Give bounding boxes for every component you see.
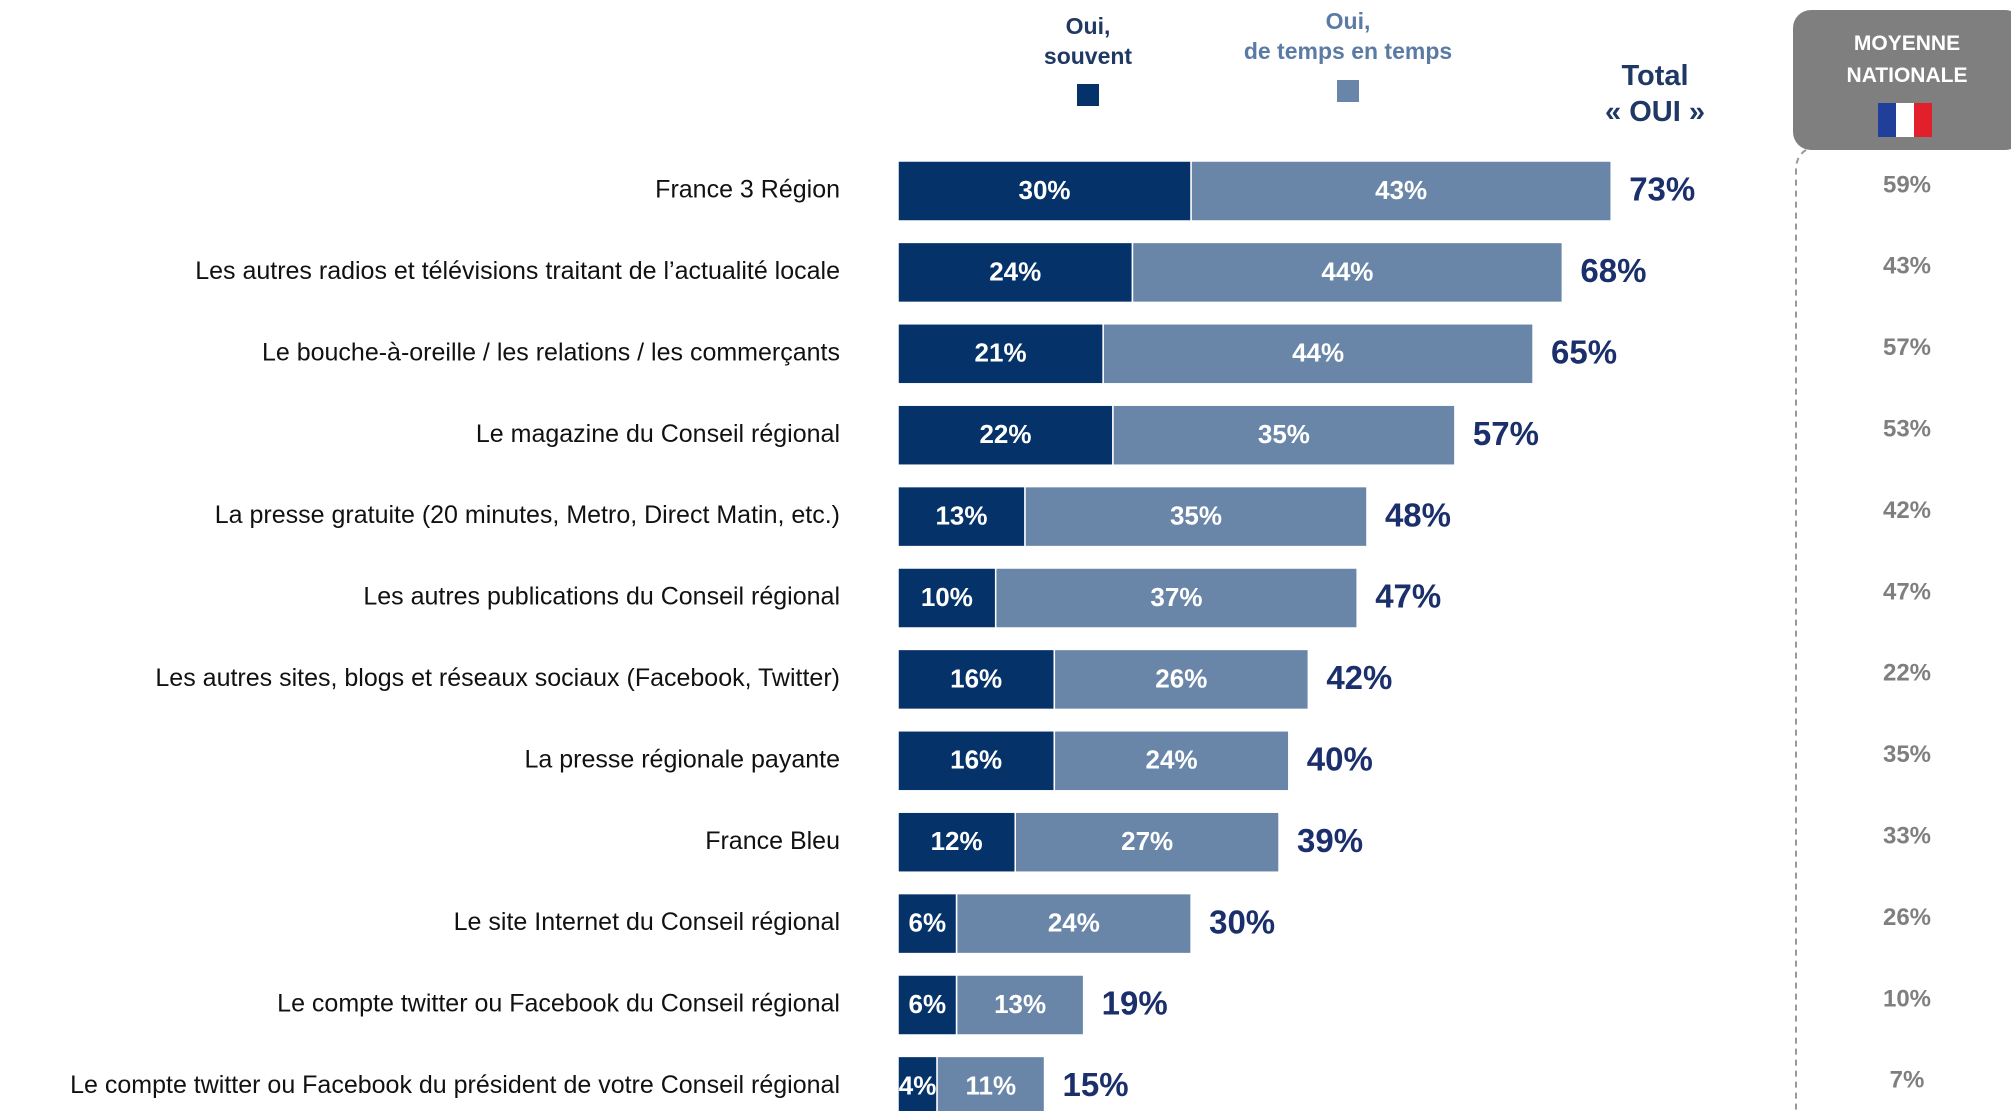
category-label: France 3 Région	[655, 176, 840, 204]
legend-label: Oui, souvent	[1043, 13, 1133, 69]
category-label: France Bleu	[705, 827, 840, 855]
bar-value-label: 11%	[966, 1070, 1017, 1100]
legend-swatch	[1077, 84, 1099, 106]
bar-value-label: 21%	[975, 338, 1027, 368]
legend-label: Oui, de temps en temps	[1243, 8, 1453, 64]
total-label: 42%	[1326, 659, 1392, 696]
total-label: 57%	[1473, 415, 1539, 452]
bar-value-label: 30%	[1019, 175, 1071, 205]
category-label: Les autres publications du Conseil régio…	[363, 583, 840, 611]
bar-value-label: 24%	[1048, 907, 1100, 937]
total-label: 39%	[1297, 822, 1363, 859]
total-label: 73%	[1629, 171, 1695, 208]
category-label: La presse gratuite (20 minutes, Metro, D…	[215, 501, 840, 529]
bar-segment	[1190, 160, 1612, 222]
bar-segment	[897, 648, 1056, 711]
national-box	[1793, 10, 2011, 150]
bar-segment	[994, 567, 1358, 629]
national-value: 59%	[1883, 171, 1931, 198]
bar-value-label: 37%	[1150, 582, 1202, 612]
bar-value-label: 6%	[909, 989, 947, 1019]
flag	[1878, 103, 1932, 137]
bar-segment	[1024, 485, 1368, 548]
bar-value-label: 13%	[994, 989, 1046, 1019]
category-label: Le magazine du Conseil régional	[476, 420, 840, 448]
category-label: Les autres radios et télévisions traitan…	[195, 257, 840, 285]
national-value: 47%	[1883, 578, 1931, 605]
bar-value-label: 22%	[979, 419, 1031, 449]
bar-segment	[1014, 811, 1280, 873]
bar-segment	[1131, 241, 1564, 304]
bar-value-label: 27%	[1121, 826, 1173, 856]
total-label: 47%	[1375, 578, 1441, 615]
bar-segment	[897, 323, 1104, 385]
bar-value-label: 16%	[950, 745, 1002, 775]
national-value: 26%	[1883, 904, 1931, 931]
category-label: Le compte twitter ou Facebook du Conseil…	[277, 990, 840, 1018]
bar-value-label: 24%	[989, 256, 1041, 286]
national-value: 42%	[1883, 497, 1931, 524]
national-value: 53%	[1883, 416, 1931, 443]
total-label: 19%	[1102, 985, 1168, 1022]
total-label: 30%	[1209, 903, 1275, 940]
national-value: 35%	[1883, 741, 1931, 768]
bar-value-label: 43%	[1375, 175, 1427, 205]
national-value: 22%	[1883, 660, 1931, 687]
bar-value-label: 35%	[1170, 500, 1222, 530]
national-divider	[1795, 149, 1807, 1111]
bar-segment	[897, 567, 997, 629]
total-label: 15%	[1063, 1066, 1129, 1103]
total-title: Total « OUI »	[1605, 60, 1705, 129]
bar-segment	[1053, 648, 1310, 711]
bar-value-label: 44%	[1321, 256, 1373, 286]
bar-value-label: 24%	[1146, 745, 1198, 775]
bar-segment	[897, 730, 1056, 792]
bar-value-label: 16%	[950, 663, 1002, 693]
bar-segment	[936, 1055, 1046, 1111]
bar-segment	[897, 485, 1026, 548]
total-label: 65%	[1551, 334, 1617, 371]
bar-segment	[897, 404, 1114, 466]
total-label: 48%	[1385, 496, 1451, 533]
bar-segment	[897, 892, 958, 955]
total-label: 68%	[1580, 252, 1646, 289]
bar-value-label: 26%	[1155, 663, 1207, 693]
bar-value-label: 10%	[921, 582, 973, 612]
bar-segment	[1053, 730, 1290, 792]
bar-segment	[1112, 404, 1456, 466]
legend-swatch	[1337, 80, 1359, 102]
national-value: 43%	[1883, 253, 1931, 280]
bar-value-label: 35%	[1258, 419, 1310, 449]
total-label: 40%	[1307, 741, 1373, 778]
bar-segment	[1102, 323, 1534, 385]
bar-value-label: 4%	[899, 1070, 937, 1100]
bar-value-label: 44%	[1292, 338, 1344, 368]
category-label: Le compte twitter ou Facebook du préside…	[70, 1071, 840, 1099]
category-label: La presse régionale payante	[524, 745, 840, 773]
bar-value-label: 6%	[909, 907, 947, 937]
bar-segment	[955, 974, 1085, 1036]
category-label: Le bouche-à-oreille / les relations / le…	[262, 338, 840, 366]
bar-segment	[955, 892, 1192, 955]
national-title: MOYENNE NATIONALE	[1846, 32, 1968, 87]
national-value: 33%	[1883, 823, 1931, 850]
category-label: Le site Internet du Conseil régional	[454, 908, 840, 936]
national-value: 57%	[1883, 334, 1931, 361]
bar-value-label: 12%	[931, 826, 983, 856]
national-value: 10%	[1883, 985, 1931, 1012]
category-label: Les autres sites, blogs et réseaux socia…	[155, 664, 840, 692]
national-value: 7%	[1890, 1067, 1925, 1094]
bar-value-label: 13%	[935, 500, 987, 530]
